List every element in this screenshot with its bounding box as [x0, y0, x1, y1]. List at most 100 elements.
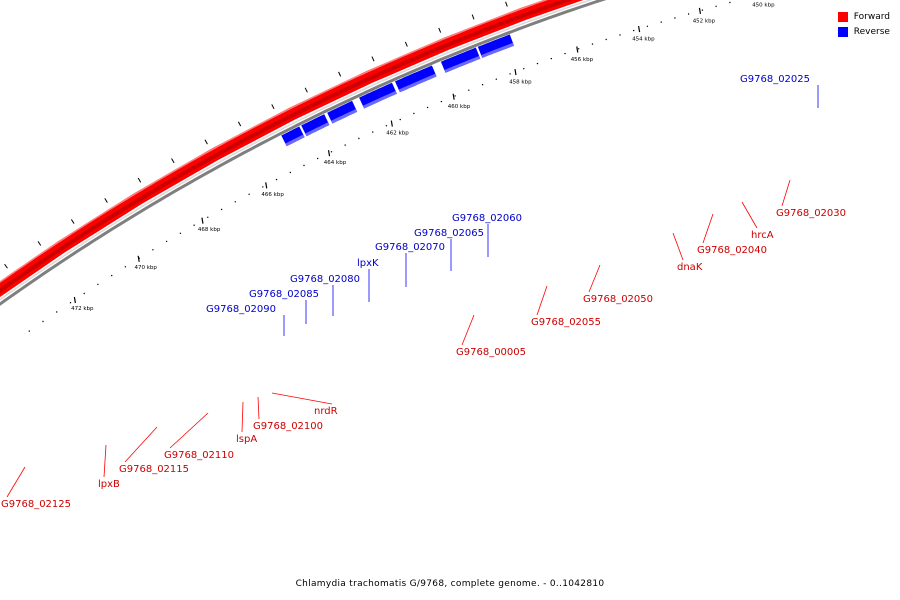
- forward-gene-leader: [461, 314, 475, 346]
- ruler-tick-label: 468 kbp: [198, 227, 221, 233]
- reverse-gene-label: G9768_02060: [452, 213, 522, 224]
- ruler-tick-label: 454 kbp: [632, 37, 655, 43]
- forward-gene-label: G9768_02055: [531, 317, 601, 328]
- ruler-minor-tick: [317, 157, 319, 160]
- forward-gene-label: lspA: [236, 434, 257, 445]
- ruler-minor-tick: [509, 73, 511, 75]
- feature-tick: [338, 71, 342, 77]
- ruler-minor-tick: [111, 274, 113, 277]
- ruler-tick-label: 470 kbp: [135, 265, 158, 271]
- ruler-major-tick: [390, 120, 393, 127]
- legend-reverse-label: Reverse: [853, 26, 890, 37]
- forward-gene-label: nrdR: [314, 406, 338, 417]
- ruler-major-tick: [698, 7, 702, 15]
- reverse-gene-label: G9768_02065: [414, 228, 484, 239]
- ruler-minor-tick: [633, 29, 635, 32]
- strand-legend: Forward Reverse: [837, 9, 890, 39]
- forward-gene-label: G9768_02050: [583, 294, 653, 305]
- ruler-minor-tick: [289, 171, 291, 174]
- ruler-minor-tick: [687, 13, 690, 15]
- reverse-gene-block: [359, 82, 397, 109]
- forward-gene-leader: [781, 179, 791, 207]
- ruler-tick-label: 450 kbp: [752, 3, 775, 9]
- ruler-minor-tick: [715, 5, 717, 8]
- feature-tick: [37, 241, 42, 246]
- ruler-minor-tick: [303, 164, 305, 167]
- ruler-minor-tick: [550, 57, 552, 60]
- reverse-gene-label: lpxK: [357, 258, 379, 269]
- ruler-minor-tick: [220, 208, 223, 211]
- forward-gene-label: G9768_02030: [776, 208, 846, 219]
- reverse-gene-highlight: [305, 122, 330, 137]
- forward-gene-leader: [588, 264, 601, 293]
- ruler-tick-label: 464 kbp: [324, 160, 347, 166]
- forward-swatch: [837, 11, 848, 22]
- ruler-minor-tick: [440, 100, 443, 103]
- ruler-minor-tick: [152, 249, 154, 251]
- reverse-gene-label: G9768_02080: [290, 274, 360, 285]
- ruler-minor-tick: [605, 38, 607, 41]
- ruler-minor-tick: [358, 137, 360, 140]
- ruler-minor-tick: [454, 95, 456, 97]
- feature-tick: [438, 27, 442, 33]
- feature-tick: [371, 56, 375, 62]
- ruler-minor-tick: [426, 106, 429, 109]
- ruler-major-tick: [638, 25, 641, 33]
- ruler-minor-tick: [97, 283, 99, 286]
- reverse-gene-block: [395, 65, 437, 93]
- forward-gene-label: G9768_02110: [164, 450, 234, 461]
- ruler-minor-tick: [413, 112, 415, 115]
- ruler-minor-tick: [275, 178, 278, 181]
- forward-gene-label: G9768_00005: [456, 347, 526, 358]
- ruler-minor-tick: [564, 52, 566, 55]
- ruler-minor-tick: [330, 151, 333, 153]
- reverse-swatch: [837, 26, 848, 37]
- reverse-gene-block: [477, 34, 514, 58]
- forward-gene-label: dnaK: [677, 262, 703, 273]
- forward-gene-leader: [6, 466, 26, 498]
- reverse-gene-block: [440, 47, 481, 73]
- genome-caption: Chlamydia trachomatis G/9768, complete g…: [295, 579, 605, 589]
- feature-tick: [304, 87, 308, 93]
- ruler-minor-tick: [69, 302, 72, 304]
- gene-labels: G9768_02025 G9768_02060 G9768_02065 G9768_0…: [1, 74, 846, 510]
- ruler-minor-tick: [468, 89, 470, 91]
- feature-tick: [404, 41, 408, 47]
- feature-tick: [204, 139, 208, 145]
- ruler-minor-tick: [619, 34, 621, 36]
- reverse-gene-label: G9768_02085: [249, 289, 319, 300]
- reverse-gene-highlight: [285, 134, 305, 147]
- ruler-minor-tick: [124, 266, 127, 268]
- forward-gene-leader: [124, 426, 158, 463]
- ruler-minor-tick: [207, 216, 209, 218]
- ruler-tick-label: 460 kbp: [448, 104, 471, 110]
- reverse-gene-highlight: [444, 55, 481, 73]
- ruler-major-tick: [327, 150, 331, 157]
- ruler-minor-tick: [248, 193, 250, 195]
- ruler-minor-tick: [701, 9, 704, 11]
- legend-reverse: Reverse: [837, 24, 890, 39]
- ruler-major-tick: [452, 93, 455, 100]
- reverse-gene-highlight: [331, 109, 358, 124]
- forward-gene-leader: [169, 412, 209, 449]
- ruler-major-tick: [576, 46, 579, 53]
- ruler-minor-tick: [193, 224, 195, 226]
- ruler-minor-tick: [729, 1, 731, 4]
- forward-gene-label: G9768_02115: [119, 464, 189, 475]
- feature-tick: [271, 104, 275, 110]
- reverse-strand-track: [281, 34, 514, 147]
- feature-tick: [137, 177, 142, 183]
- ruler-minor-tick: [578, 48, 580, 50]
- ruler-major-tick: [137, 255, 140, 262]
- feature-tick: [237, 121, 242, 127]
- backbone-inner-line: [0, 0, 593, 301]
- genome-backbone: [0, 0, 607, 306]
- ruler-tick-label: 458 kbp: [509, 79, 532, 85]
- feature-tick: [505, 1, 508, 7]
- ruler-minor-tick: [536, 62, 539, 65]
- reverse-gene-highlight: [398, 73, 437, 93]
- ruler-minor-tick: [495, 78, 497, 80]
- forward-gene-leader: [741, 201, 758, 229]
- forward-gene-leader: [271, 392, 333, 405]
